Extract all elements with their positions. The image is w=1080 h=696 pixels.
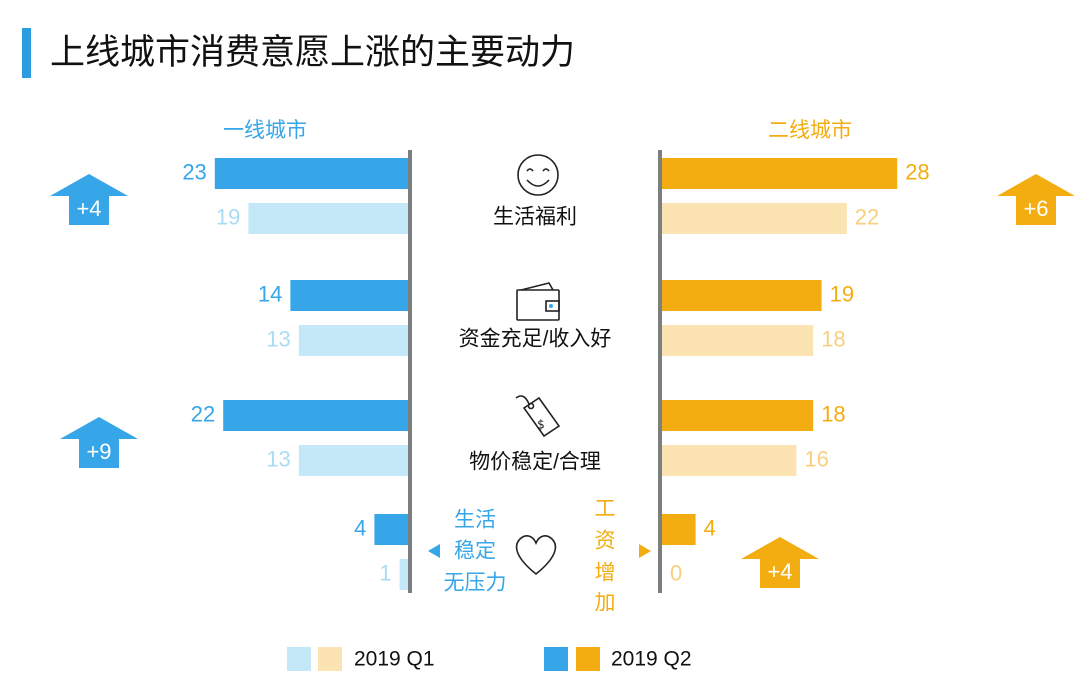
change-up-arrow: +9 <box>60 417 138 468</box>
data-label-tier1-q2: 22 <box>191 401 215 426</box>
bar-tier1-q1 <box>248 203 408 234</box>
data-label-tier2-q1: 22 <box>855 204 879 229</box>
data-label-tier2-q2: 19 <box>830 281 854 306</box>
bar-tier1-q2 <box>214 158 408 189</box>
change-up-arrow: +4 <box>50 174 128 225</box>
category-label: 生活福利 <box>493 206 577 229</box>
category-label: 物价稳定/合理 <box>469 451 601 474</box>
legend-swatch-q2-tier1 <box>544 647 568 671</box>
category-label-left-line: 无压力 <box>444 572 507 595</box>
bar-tier2-q2 <box>662 514 696 545</box>
bar-tier2-q1 <box>662 325 814 356</box>
svg-text:$: $ <box>537 418 545 432</box>
data-label-tier1-q1: 13 <box>266 326 290 351</box>
data-label-tier1-q2: 4 <box>354 515 366 540</box>
category-label: 资金充足/收入好 <box>459 328 612 351</box>
bar-tier2-q2 <box>662 158 898 189</box>
data-label-tier1-q2: 23 <box>182 159 206 184</box>
bar-tier1-q1 <box>298 445 408 476</box>
change-label: +9 <box>86 439 111 464</box>
data-label-tier2-q1: 18 <box>821 326 845 351</box>
bar-tier1-q1 <box>399 559 408 590</box>
change-label: +6 <box>1023 196 1048 221</box>
bar-tier2-q1 <box>662 445 797 476</box>
data-label-tier2-q2: 4 <box>704 515 716 540</box>
page-title: 上线城市消费意愿上涨的主要动力 <box>50 33 576 73</box>
left-axis-line <box>408 150 412 593</box>
smiley-face-icon <box>517 154 559 196</box>
legend-swatch-q1-tier1 <box>287 647 311 671</box>
bar-tier1-q1 <box>298 325 408 356</box>
bar-tier2-q2 <box>662 400 814 431</box>
data-label-tier2-q2: 18 <box>821 401 845 426</box>
legend-swatch-q2-tier2 <box>576 647 600 671</box>
category-label-left-line: 稳定 <box>454 540 496 563</box>
data-label-tier1-q1: 13 <box>266 446 290 471</box>
legend-swatch-q1-tier2 <box>318 647 342 671</box>
data-label-tier2-q1: 0 <box>670 560 682 585</box>
data-label-tier2-q1: 16 <box>804 446 828 471</box>
category-label-right-char: 工 <box>595 498 616 521</box>
data-label-tier1-q1: 1 <box>379 560 391 585</box>
legend-label-q2: 2019 Q2 <box>611 648 692 671</box>
right-panel-header: 二线城市 <box>768 118 852 142</box>
bar-tier1-q2 <box>223 400 408 431</box>
category-label-left-line: 生活 <box>454 509 496 532</box>
bar-tier2-q2 <box>662 280 822 311</box>
left-pointer-triangle <box>428 544 440 558</box>
left-panel-header: 一线城市 <box>223 118 307 142</box>
bar-tier1-q2 <box>290 280 408 311</box>
title-accent-bar <box>22 28 31 78</box>
category-label-right-char: 增 <box>595 562 616 585</box>
change-up-arrow: +6 <box>997 174 1075 225</box>
bar-tier2-q1 <box>662 203 847 234</box>
category-label-right-char: 资 <box>595 530 616 553</box>
right-axis-line <box>658 150 662 593</box>
right-pointer-triangle <box>639 544 651 558</box>
bar-tier1-q2 <box>374 514 408 545</box>
change-label: +4 <box>76 196 101 221</box>
data-label-tier2-q2: 28 <box>905 159 929 184</box>
price-tag-icon: $ <box>515 395 561 438</box>
data-label-tier1-q2: 14 <box>258 281 282 306</box>
heart-icon <box>515 534 557 576</box>
change-label: +4 <box>767 559 792 584</box>
wallet-icon <box>516 282 560 321</box>
change-up-arrow: +4 <box>741 537 819 588</box>
category-label-right-char: 加 <box>595 592 616 615</box>
data-label-tier1-q1: 19 <box>216 204 240 229</box>
legend-label-q1: 2019 Q1 <box>354 648 435 671</box>
